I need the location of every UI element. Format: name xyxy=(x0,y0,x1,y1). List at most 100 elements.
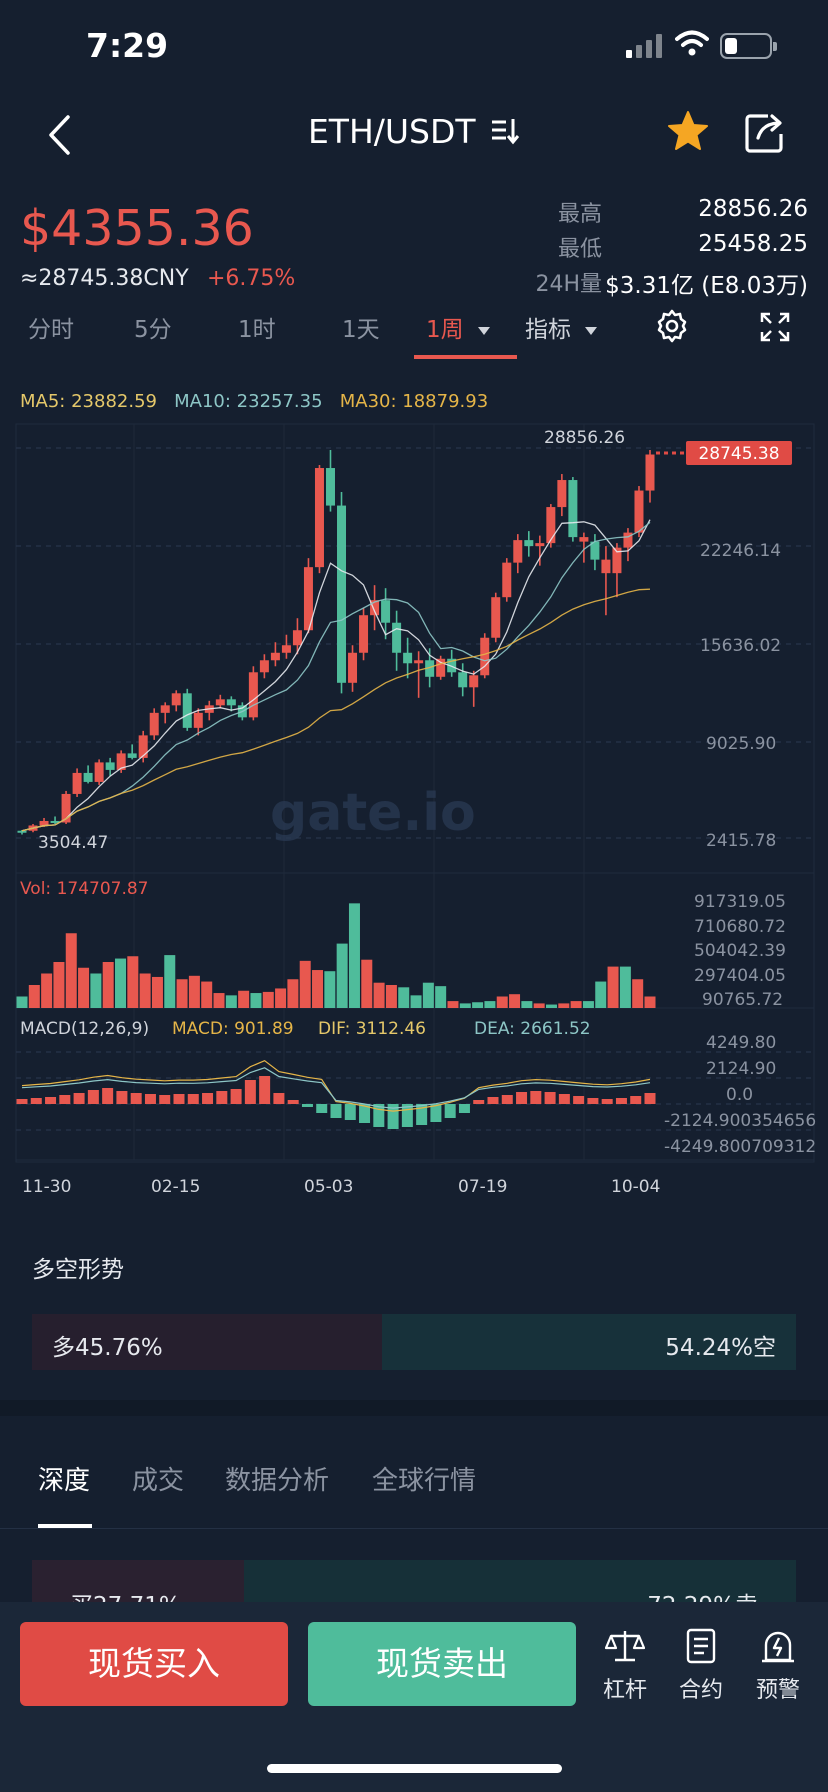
macd-axis-3: -2124.900354656 xyxy=(664,1111,816,1131)
watermark-logo: gate.io xyxy=(270,783,476,843)
active-tab-underline xyxy=(414,355,517,359)
macd-bar xyxy=(330,1104,342,1118)
macd-bar xyxy=(516,1092,528,1104)
candle-body xyxy=(623,532,633,548)
settings-gear-icon[interactable] xyxy=(654,308,690,344)
candle-body xyxy=(337,505,347,683)
volume-bar xyxy=(16,996,28,1008)
volume-bar xyxy=(139,973,151,1008)
macd-bar xyxy=(530,1091,542,1104)
candle-body xyxy=(226,699,236,706)
high-value: 28856.26 xyxy=(698,196,808,222)
dea-value: DEA: 2661.52 xyxy=(474,1019,591,1039)
candle-body xyxy=(127,753,137,758)
favorite-star-icon[interactable] xyxy=(666,110,710,152)
macd-bar xyxy=(587,1098,599,1104)
cellular-signal-icon xyxy=(626,34,662,58)
alert-button[interactable]: 预警 xyxy=(745,1628,811,1704)
high-label: 最高 xyxy=(557,202,602,227)
tab-depth[interactable]: 深度 xyxy=(38,1466,91,1496)
short-ratio-fill xyxy=(382,1314,796,1370)
candle-body xyxy=(370,600,380,616)
macd-bar xyxy=(615,1098,627,1104)
tab-global-market[interactable]: 全球行情 xyxy=(372,1466,477,1496)
x-label-3: 07-19 xyxy=(458,1177,507,1197)
spot-sell-button[interactable]: 现货卖出 xyxy=(308,1622,576,1706)
volume-axis-0: 917319.05 xyxy=(694,892,786,912)
candle-body xyxy=(116,753,126,770)
share-icon[interactable] xyxy=(744,112,786,154)
candle-body xyxy=(248,672,258,718)
tab-5min[interactable]: 5分 xyxy=(134,317,172,343)
macd-bar xyxy=(116,1091,128,1104)
volume-axis-1: 710680.72 xyxy=(694,917,786,937)
candle-body xyxy=(94,762,104,782)
candle-body xyxy=(612,547,622,574)
tab-trades[interactable]: 成交 xyxy=(132,1466,185,1496)
macd-bar xyxy=(287,1100,299,1104)
macd-bar xyxy=(187,1094,199,1104)
candle-body xyxy=(193,712,203,728)
macd-bar xyxy=(630,1096,642,1104)
ma10-value: MA10: 23257.35 xyxy=(174,391,323,412)
macd-bar xyxy=(130,1093,142,1104)
candle-body xyxy=(50,820,60,823)
volume-bar xyxy=(65,933,77,1008)
spot-buy-button[interactable]: 现货买入 xyxy=(20,1622,288,1706)
macd-bar xyxy=(230,1089,242,1104)
tab-indicators[interactable]: 指标 xyxy=(525,310,597,344)
tab-1hour[interactable]: 1时 xyxy=(238,317,276,343)
volume-bar xyxy=(287,979,299,1008)
volume-bar xyxy=(238,990,250,1008)
volume-bar xyxy=(324,971,336,1008)
tab-1day[interactable]: 1天 xyxy=(342,317,380,343)
volume-bar xyxy=(459,1003,471,1008)
candle-body xyxy=(601,559,611,574)
tab-indicators-label: 指标 xyxy=(525,317,571,343)
macd-bar xyxy=(73,1093,85,1104)
candle-body xyxy=(359,615,369,653)
candle-body xyxy=(645,454,655,491)
leverage-button[interactable]: 杠杆 xyxy=(592,1628,658,1704)
candle-body xyxy=(325,468,335,506)
macd-bar xyxy=(273,1093,285,1104)
kline-chart[interactable]: gate.io 28856.26 3504.47 28745.38 22246.… xyxy=(0,418,828,1198)
tab-timeline[interactable]: 分时 xyxy=(28,317,74,343)
candle-body xyxy=(524,540,534,547)
volume-bar xyxy=(558,1003,570,1008)
long-ratio-text: 多45.76% xyxy=(52,1335,163,1361)
home-indicator xyxy=(267,1764,562,1773)
pair-title[interactable]: ETH/USDT xyxy=(0,112,828,151)
macd-bar xyxy=(458,1104,470,1113)
candle-body xyxy=(513,540,523,563)
contract-button[interactable]: 合约 xyxy=(668,1628,734,1704)
candle-body xyxy=(105,762,115,770)
switch-pair-icon xyxy=(492,119,520,145)
candle-body xyxy=(160,705,170,713)
ma10-line xyxy=(21,521,651,832)
price-axis-0: 22246.14 xyxy=(700,541,781,561)
volume-bar xyxy=(53,962,65,1008)
low-value: 25458.25 xyxy=(698,231,808,257)
candle-body xyxy=(83,772,93,782)
fullscreen-icon[interactable] xyxy=(760,312,790,342)
volume-bar xyxy=(410,995,422,1008)
candle-body xyxy=(381,600,391,623)
macd-bar xyxy=(159,1095,171,1104)
last-price-tag-text: 28745.38 xyxy=(698,444,779,464)
back-icon[interactable] xyxy=(46,114,74,156)
volume-bar xyxy=(644,996,656,1008)
price-cny: ≈28745.38CNY xyxy=(20,266,189,291)
volume-bar xyxy=(28,985,40,1008)
macd-bar xyxy=(359,1104,371,1123)
macd-bar xyxy=(401,1104,413,1127)
tab-data-analysis[interactable]: 数据分析 xyxy=(225,1466,330,1496)
volume-bar xyxy=(115,958,127,1008)
volume-bar xyxy=(275,988,287,1008)
tab-1week[interactable]: 1周 xyxy=(426,310,490,344)
ma5-line xyxy=(21,519,651,832)
interval-tabs: 分时 5分 1时 1天 1周 指标 xyxy=(0,308,828,360)
macd-bar xyxy=(601,1099,613,1104)
macd-bar xyxy=(473,1100,485,1104)
candle-body xyxy=(403,652,413,664)
